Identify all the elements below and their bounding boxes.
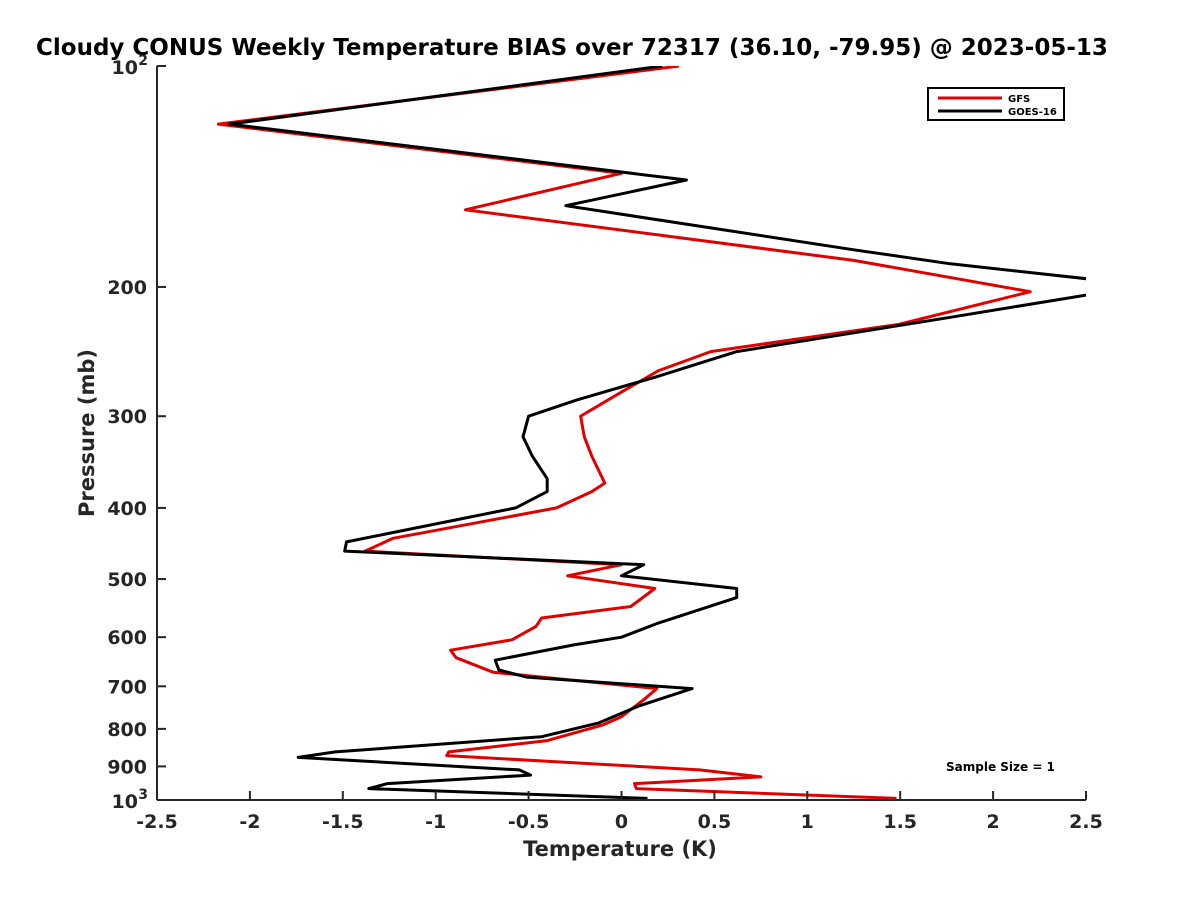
axes [156,66,1086,801]
y-tick-label-exponent: 3 [138,787,148,803]
x-axis-label: Temperature (K) [523,837,717,861]
x-tick-label: 2.5 [1069,811,1103,833]
y-tick-label: 800 [107,719,147,741]
x-tick-label: -2.5 [136,811,178,833]
series-layer [216,66,1086,800]
y-tick-label: 10 [112,791,138,813]
y-tick-label: 300 [107,406,147,428]
y-tick-label: 10 [112,57,138,79]
y-tick-label: 400 [107,498,147,520]
legend-label: GOES-16 [1008,107,1057,118]
y-tick-label-exponent: 2 [138,53,148,69]
y-tick-label: 700 [107,676,147,698]
series-line-gfs [216,66,1032,800]
series-line-goes-16 [228,66,1086,800]
x-tick-label: -1.5 [322,811,364,833]
legend-box [927,87,1065,121]
y-tick-label: 500 [107,569,147,591]
x-tick-label: 1.5 [883,811,917,833]
chart-title: Cloudy CONUS Weekly Temperature BIAS ove… [36,35,1108,61]
y-axis-label: Pressure (mb) [75,349,99,517]
x-tick-label: 0 [615,811,628,833]
x-tick-label: -1 [425,811,446,833]
y-tick-label: 900 [107,756,147,778]
sample-size-annotation: Sample Size = 1 [946,760,1055,774]
x-tick-label: 0.5 [698,811,732,833]
x-axis-ticks: -2.5 -2 -1.5 -1 -0.5 0 0.5 1 1.5 2 2.5 [136,791,1103,833]
x-tick-label: 2 [986,811,999,833]
x-tick-label: -2 [239,811,260,833]
y-tick-label: 200 [107,277,147,299]
x-tick-label: -0.5 [508,811,550,833]
y-tick-label: 600 [107,627,147,649]
legend-label: GFS [1008,94,1030,105]
x-tick-label: 1 [801,811,814,833]
legend: GFS GOES-16 [927,87,1065,121]
